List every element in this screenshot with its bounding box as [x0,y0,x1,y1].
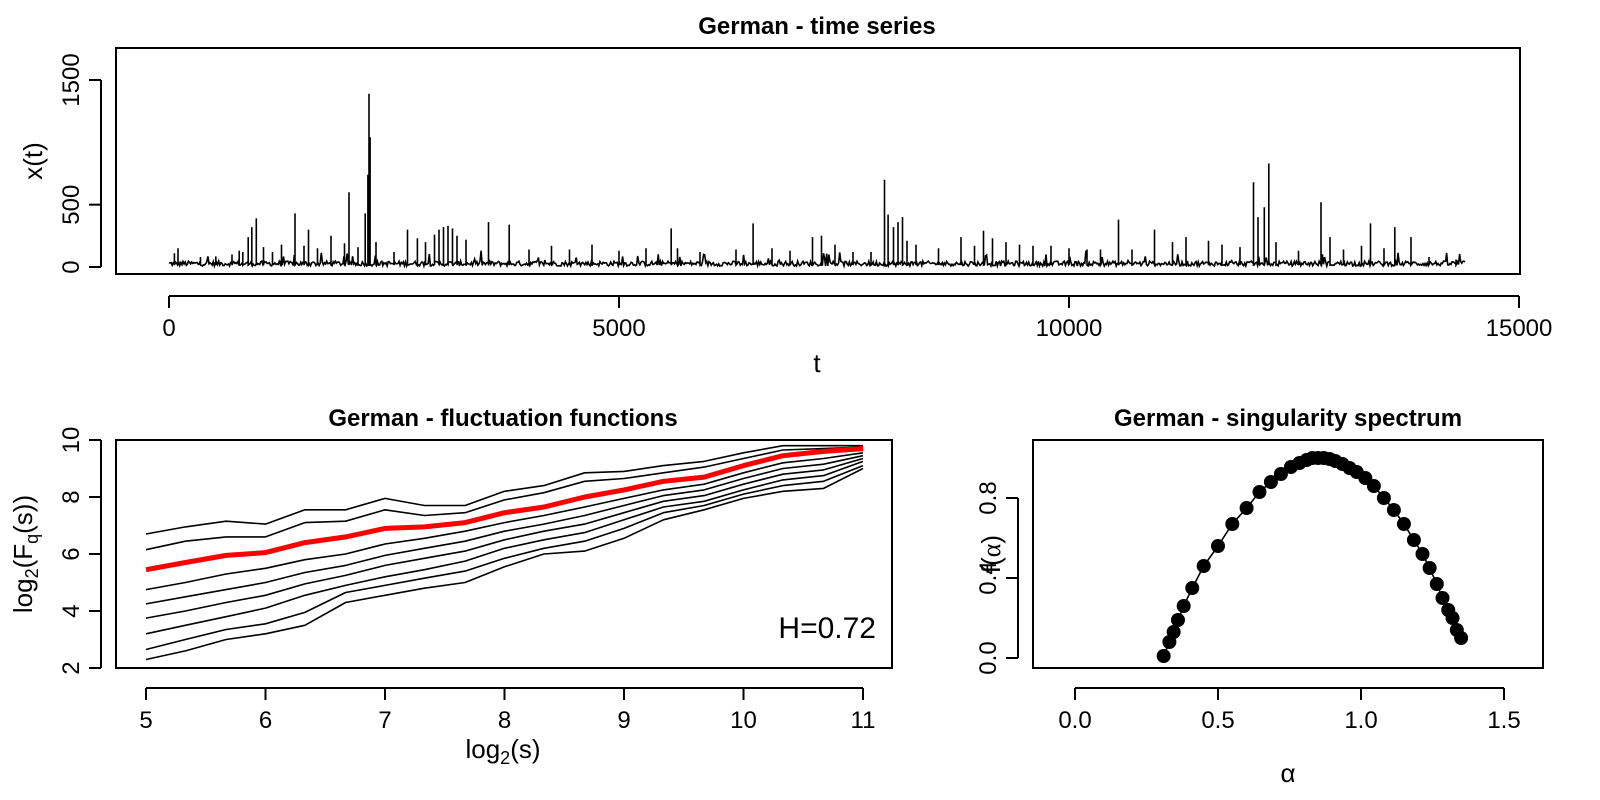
fluctuation-y-tick-label: 2 [58,661,85,674]
time-series-x-tick-label: 5000 [592,315,645,342]
spectrum-point [1435,591,1450,605]
fluctuation-x-tick-label: 7 [378,707,391,734]
fluctuation-highlight-line [145,446,864,573]
fluctuation-x-tick-label: 10 [730,707,757,734]
spectrum-point [1386,503,1401,517]
fluctuation-y-axis: 2 4 6 8 10 [58,427,102,675]
spectrum-point [1196,559,1211,573]
fluctuation-x-tick-label: 5 [139,707,152,734]
fluctuation-x-tick-label: 9 [617,707,630,734]
spectrum-point [1422,561,1437,575]
spectrum-point [1273,467,1288,481]
spectrum-point [1396,517,1411,531]
fluctuation-line [145,454,864,605]
spectrum-point [1445,611,1460,625]
time-series-y-tick-label: 0 [58,260,85,273]
spectrum-x-tick-label: 1.0 [1344,707,1377,734]
spectrum-y-tick-label: 0.4 [975,561,1002,594]
fluctuation-x-tick-label: 8 [498,707,511,734]
spectrum-point [1170,613,1185,627]
spectrum-x-tick-label: 0.0 [1058,707,1091,734]
fluctuation-line [145,457,864,619]
spectrum-point [1376,491,1391,505]
spectrum-y-tick-label: 0.8 [975,481,1002,514]
spectrum-point [1239,501,1254,515]
time-series-x-axis: 0 5000 10000 15000 [162,295,1553,342]
spectrum-point [1406,533,1421,547]
spectrum-point [1429,577,1444,591]
time-series-line [168,93,1466,270]
spectrum-data [1156,451,1469,663]
spectrum-panel: German - singularity spectrum 0.0 0.5 1.0 1… [975,405,1544,788]
time-series-y-tick-label: 500 [58,185,85,225]
fluctuation-line [145,464,864,651]
fluctuation-title: German - fluctuation functions [328,405,677,432]
fluctuation-line [145,446,864,551]
fluctuation-line [145,452,864,591]
time-series-title: German - time series [698,13,935,40]
spectrum-point [1166,625,1181,639]
spectrum-point [1454,631,1469,645]
fluctuation-line [145,444,863,535]
spectrum-x-tick-label: 1.5 [1487,707,1520,734]
spectrum-point [1225,517,1240,531]
time-series-x-label: t [813,348,821,378]
time-series-y-axis: 0 500 1500 [58,53,102,274]
fluctuation-line [145,460,864,635]
fluctuation-y-tick-label: 8 [58,490,85,503]
time-series-plot-frame [115,47,1521,275]
fluctuation-line [145,467,864,661]
spectrum-point [1366,479,1381,493]
fluctuation-x-label: log2(s) [465,734,540,768]
time-series-y-label: x(t) [18,142,48,180]
fluctuation-data [145,444,864,661]
time-series-data [168,93,1466,270]
spectrum-x-tick-label: 0.5 [1201,707,1234,734]
spectrum-x-axis: 0.0 0.5 1.0 1.5 [1058,687,1521,734]
fluctuation-y-tick-label: 10 [58,427,85,454]
time-series-y-tick-label: 1500 [58,53,85,106]
hurst-annotation: H=0.72 [778,612,876,645]
spectrum-point [1263,475,1278,489]
spectrum-point [1252,485,1267,499]
fluctuation-y-label: log2(Fq(s)) [8,495,42,613]
time-series-x-tick-label: 15000 [1486,315,1553,342]
spectrum-title: German - singularity spectrum [1114,405,1462,432]
fluctuation-y-tick-label: 4 [58,604,85,617]
spectrum-point [1211,539,1225,553]
spectrum-x-label: α [1280,758,1295,788]
time-series-x-tick-label: 10000 [1036,315,1103,342]
fluctuation-x-tick-label: 6 [259,707,272,734]
spectrum-y-tick-label: 0.0 [975,641,1002,674]
fluctuation-panel: German - fluctuation functions 5 6 7 8 9 10 11… [8,405,893,768]
spectrum-plot-frame [1032,439,1544,669]
spectrum-y-axis: 0.0 0.4 0.8 [975,481,1019,675]
spectrum-y-label: f(α) [976,535,1006,573]
spectrum-point [1176,599,1191,613]
time-series-x-tick-label: 0 [162,315,175,342]
spectrum-point [1156,649,1171,663]
time-series-panel: German - time series 0 5000 10000 15000 0 50… [18,13,1552,378]
fluctuation-x-axis: 5 6 7 8 9 10 11 [139,687,876,734]
fluctuation-x-tick-label: 11 [851,707,876,734]
fluctuation-y-tick-label: 6 [58,547,85,560]
spectrum-point [1185,581,1200,595]
spectrum-point [1415,547,1430,561]
fluctuation-plot-frame [115,439,893,669]
